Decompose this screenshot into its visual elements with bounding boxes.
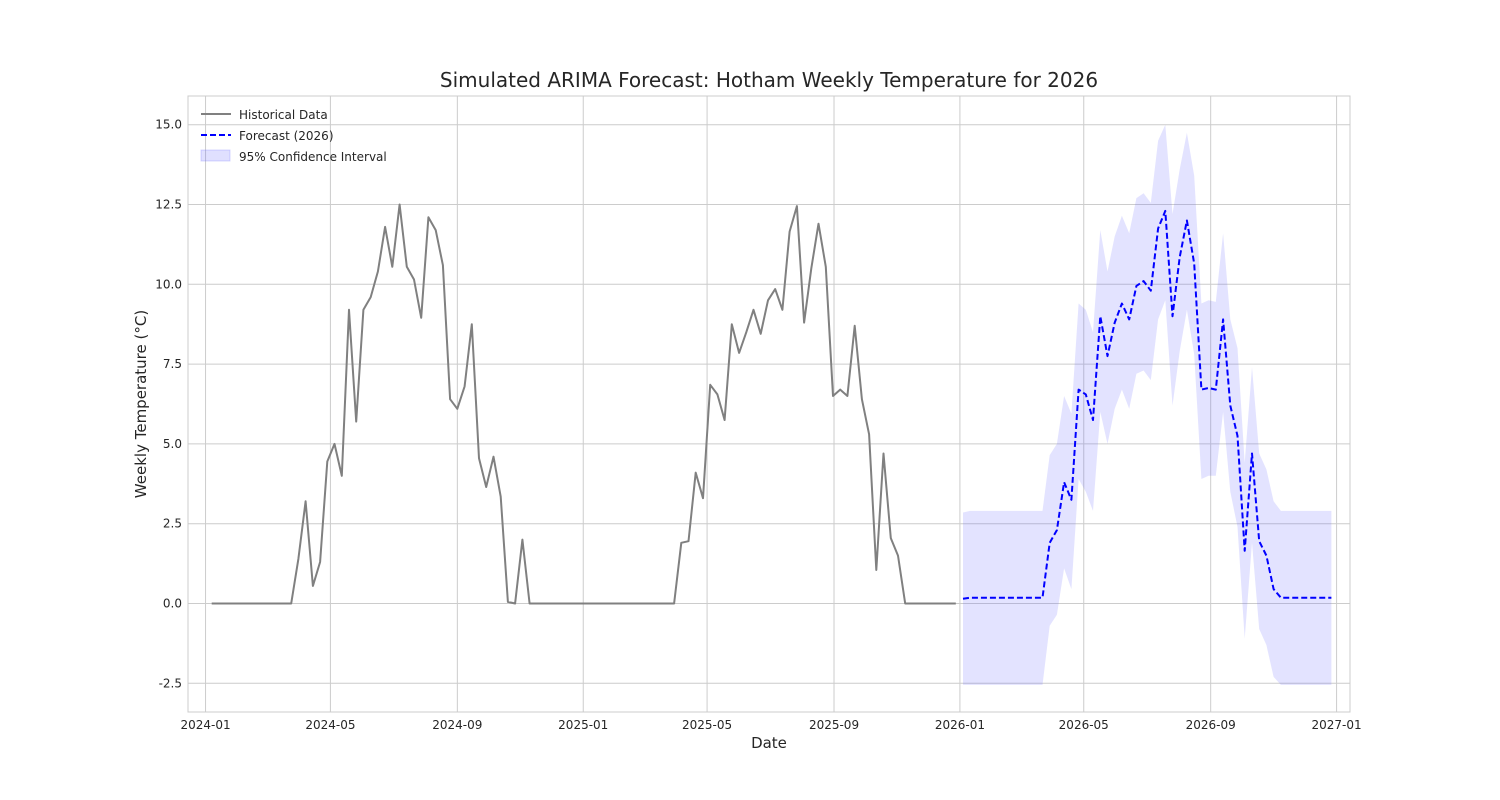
y-tick-label: 0.0 — [163, 596, 182, 610]
legend: Historical Data Forecast (2026) 95% Conf… — [200, 108, 387, 164]
x-tick-label: 2026-09 — [1186, 718, 1236, 732]
plot-frame — [187, 95, 1351, 713]
x-tick-label: 2025-05 — [682, 718, 732, 732]
x-tick-label: 2025-01 — [558, 718, 608, 732]
x-tick-label: 2026-05 — [1059, 718, 1109, 732]
x-tick-label: 2026-01 — [935, 718, 985, 732]
legend-historical-label: Historical Data — [239, 108, 328, 122]
y-tick-label: 5.0 — [163, 437, 182, 451]
confidence-band — [963, 124, 1332, 685]
confidence-band-group — [963, 124, 1332, 685]
y-tick-label: -2.5 — [159, 676, 182, 690]
x-tick-label: 2024-09 — [432, 718, 482, 732]
gridlines — [188, 96, 1350, 712]
series-lines — [211, 203, 1332, 605]
y-tick-label: 10.0 — [155, 277, 182, 291]
x-tick-label: 2024-05 — [305, 718, 355, 732]
y-axis-label: Weekly Temperature (°C) — [132, 310, 150, 498]
y-tick-label: 7.5 — [163, 357, 182, 371]
x-axis-ticks: 2024-01 2024-05 2024-09 2025-01 2025-05 2025-… — [180, 718, 1361, 732]
x-tick-label: 2027-01 — [1312, 718, 1362, 732]
y-axis-ticks: -2.5 0.0 2.5 5.0 7.5 10.0 12.5 15.0 — [155, 118, 182, 691]
x-axis-label: Date — [751, 734, 787, 752]
forecast-line — [962, 209, 1332, 600]
legend-ci-label: 95% Confidence Interval — [239, 150, 387, 164]
x-tick-label: 2025-09 — [809, 718, 859, 732]
historical-line — [211, 203, 956, 605]
legend-forecast-label: Forecast (2026) — [239, 129, 334, 143]
legend-ci-swatch — [200, 149, 231, 162]
y-tick-label: 2.5 — [163, 517, 182, 531]
y-tick-label: 12.5 — [155, 198, 182, 212]
y-tick-label: 15.0 — [155, 118, 182, 132]
x-tick-label: 2024-01 — [180, 718, 230, 732]
chart-title: Simulated ARIMA Forecast: Hotham Weekly … — [440, 68, 1098, 92]
